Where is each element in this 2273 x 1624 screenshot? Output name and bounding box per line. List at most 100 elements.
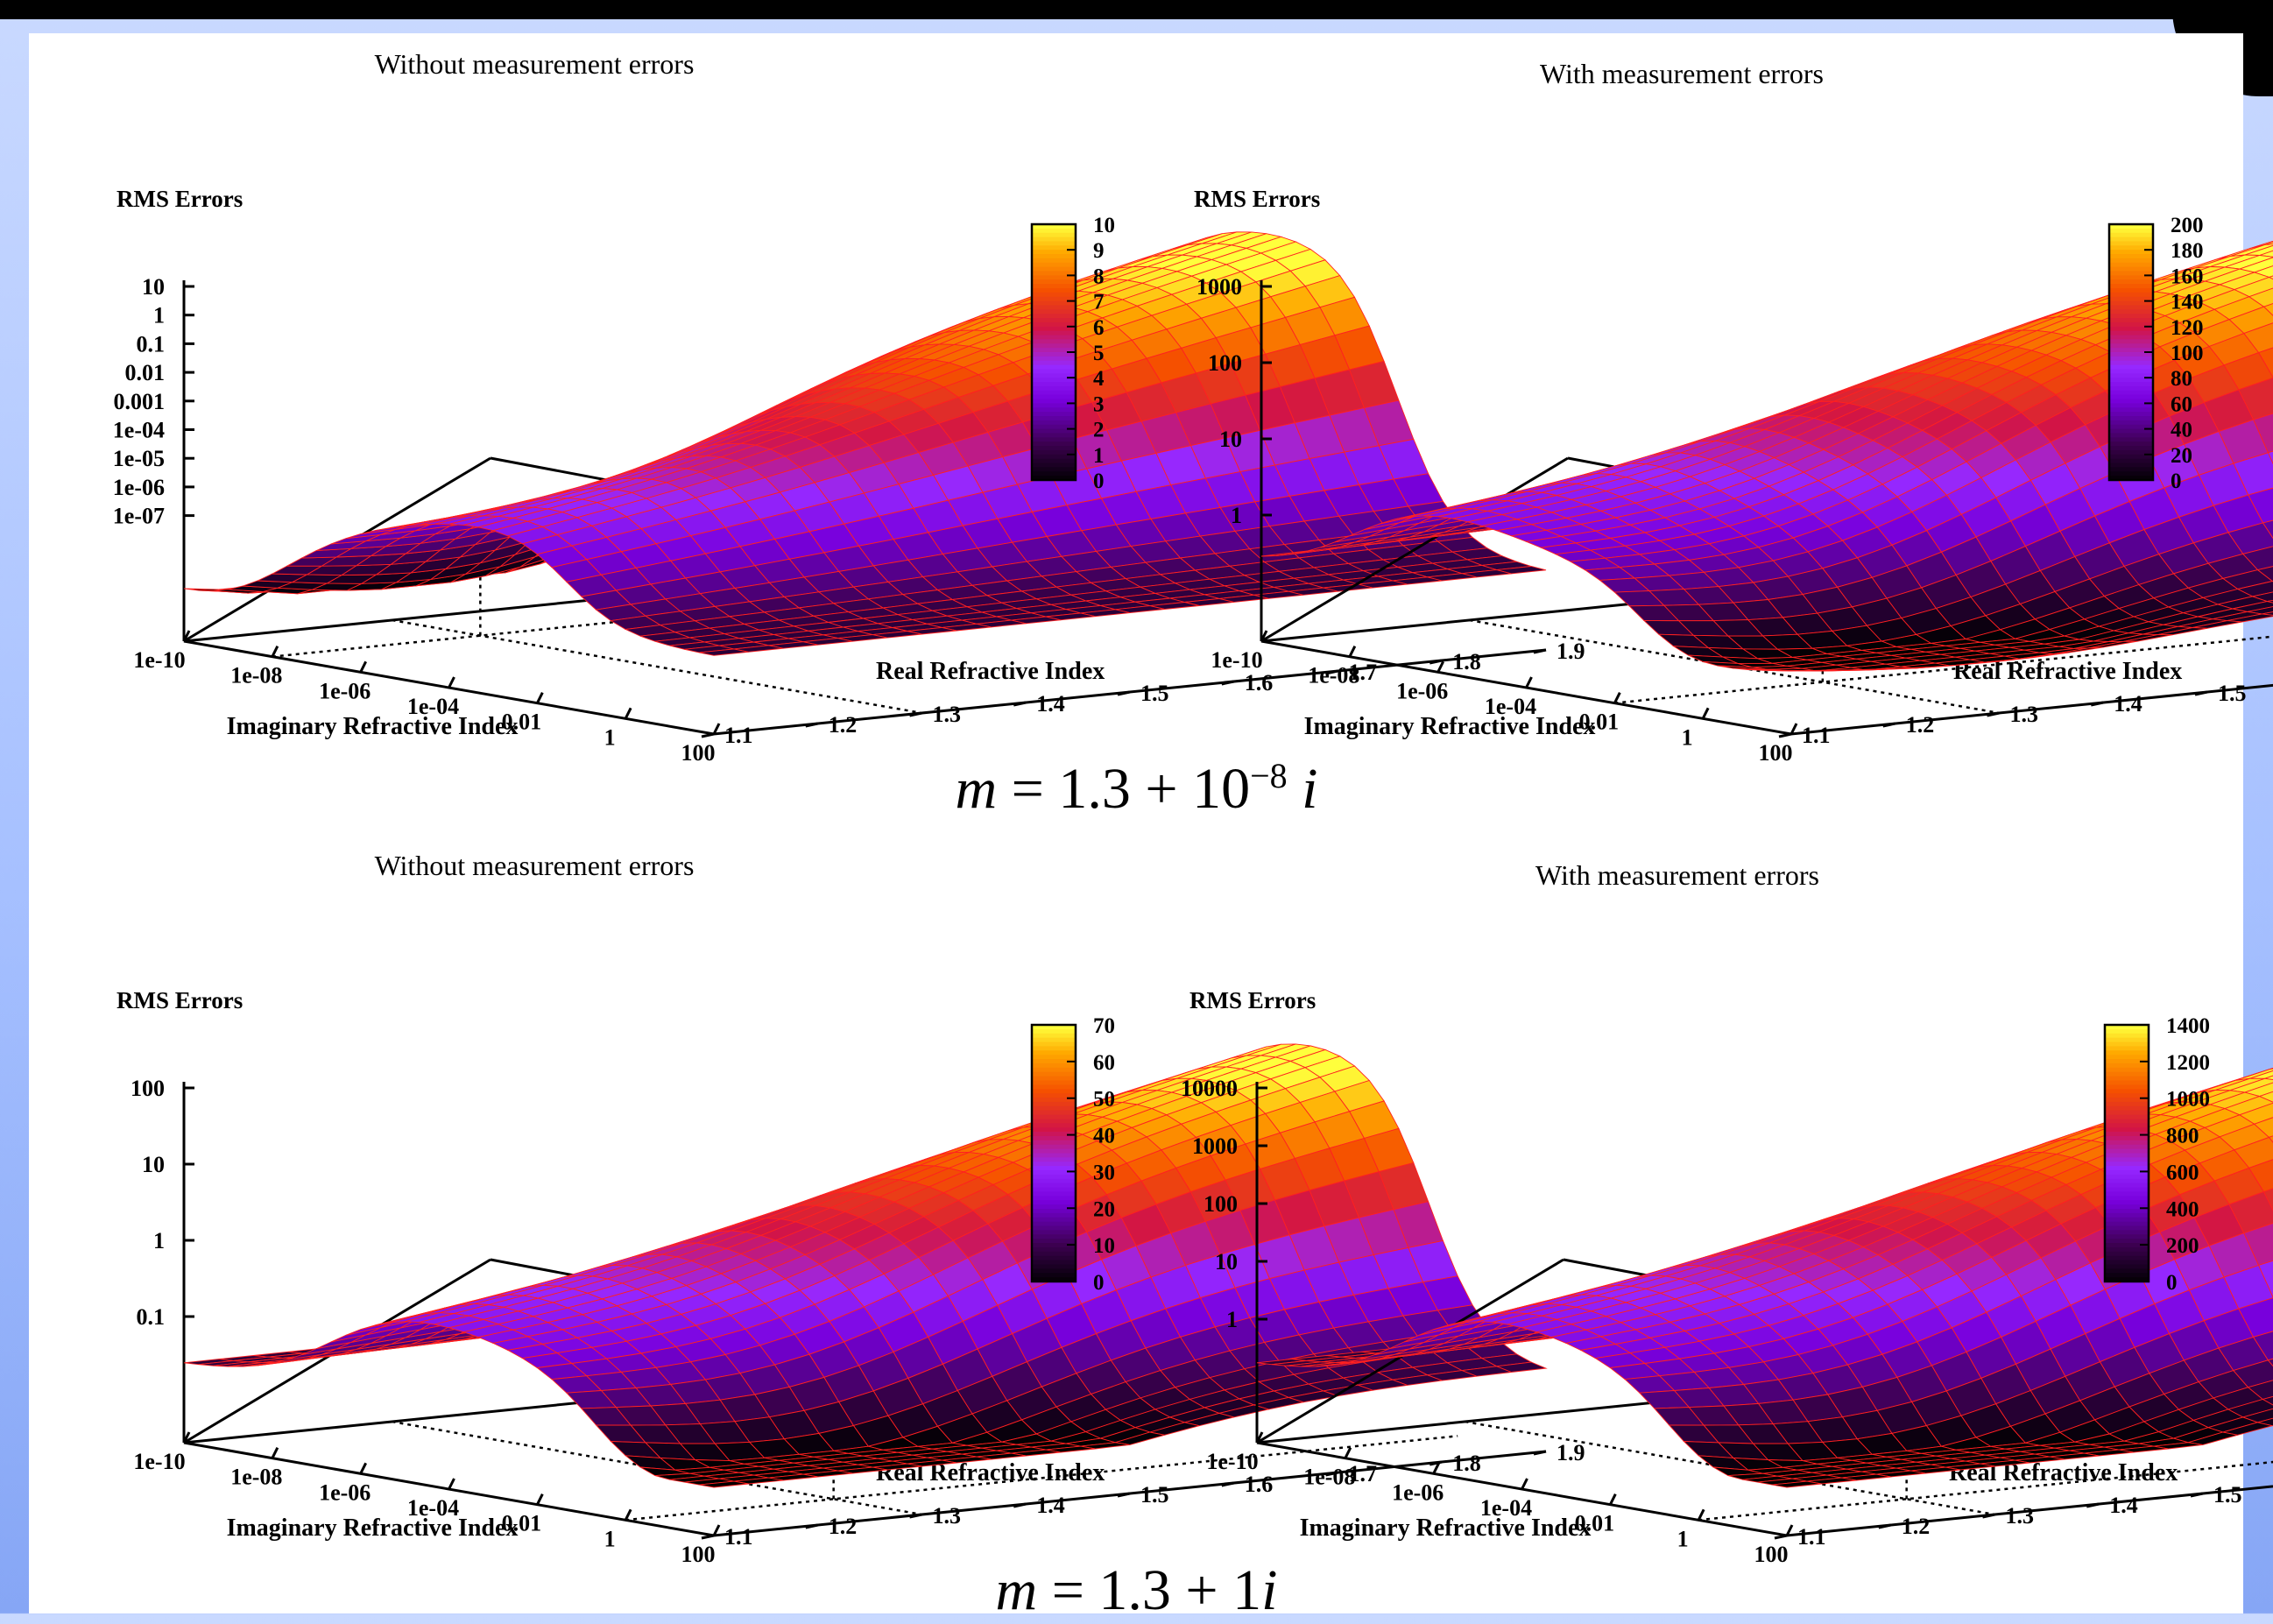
colorbar-segment <box>1032 382 1076 386</box>
colorbar-segment <box>2109 382 2153 386</box>
colorbar-segment <box>2109 463 2153 468</box>
colorbar-segment <box>1032 1050 1076 1055</box>
colorbar-segment <box>2105 1239 2149 1243</box>
colorbar-segment <box>1032 412 1076 416</box>
colorbar-segment <box>1032 441 1076 446</box>
colorbar-segment <box>1032 1072 1076 1077</box>
colorbar-segment <box>2105 1063 2149 1068</box>
colorbar-segment <box>2109 258 2153 263</box>
x-tick <box>1610 1494 1615 1505</box>
colorbar-segment <box>1032 471 1076 476</box>
colorbar-segment <box>1032 386 1076 391</box>
colorbar-segment <box>2109 357 2153 361</box>
x-tick-label: 1 <box>604 724 616 750</box>
z-tick-label: 1e-06 <box>113 475 165 500</box>
y-tick-label: 1.8 <box>1452 1451 1481 1476</box>
formula-top-middle: = 1.3 + 10 <box>1012 757 1250 821</box>
colorbar-segment <box>2105 1256 2149 1260</box>
colorbar-segment <box>2109 284 2153 288</box>
colorbar-tick-label: 0 <box>2166 1271 2178 1295</box>
x-tick-label: 1e-06 <box>1392 1479 1444 1505</box>
y-tick-label: 1.3 <box>2006 1503 2035 1529</box>
colorbar-segment <box>1032 420 1076 425</box>
colorbar-segment <box>2109 331 2153 335</box>
colorbar-tick-label: 100 <box>2171 342 2204 365</box>
y-axis-label: Real Refractive Index <box>876 658 1105 685</box>
colorbar-tick-label: 1400 <box>2166 1014 2210 1038</box>
colorbar-segment <box>2105 1077 2149 1081</box>
colorbar-tick-label: 120 <box>2171 316 2204 340</box>
x-tick-label: 1e-08 <box>230 1465 282 1490</box>
colorbar-segment <box>1032 339 1076 343</box>
colorbar-segment <box>2109 420 2153 425</box>
z-axis-label: RMS Errors <box>116 987 243 1013</box>
colorbar-segment <box>2105 1268 2149 1273</box>
colorbar-tick-label: 1000 <box>2166 1088 2210 1112</box>
x-tick-label: 1 <box>1677 1526 1689 1551</box>
colorbar-segment <box>1032 1119 1076 1123</box>
y-tick-label: 1.3 <box>933 702 962 727</box>
x-axis-label: Imaginary Refractive Index <box>1300 1515 1592 1542</box>
colorbar-segment <box>1032 369 1076 373</box>
colorbar-segment <box>1032 1260 1076 1265</box>
colorbar-segment <box>1032 279 1076 284</box>
x-tick <box>449 1479 455 1489</box>
z-tick-label: 100 <box>1208 350 1242 376</box>
x-tick <box>625 708 631 718</box>
x-tick <box>1438 661 1444 672</box>
x-tick-label: 1e-06 <box>319 1479 371 1505</box>
chart-title: Without measurement errors <box>375 48 695 80</box>
colorbar-segment <box>2105 1102 2149 1106</box>
z-tick-label: 1 <box>1226 1307 1238 1332</box>
x-tick <box>1350 646 1355 657</box>
colorbar-tick-label: 180 <box>2171 239 2204 263</box>
colorbar-tick-label: 20 <box>2171 444 2192 468</box>
colorbar-segment <box>2109 391 2153 395</box>
colorbar-segment <box>2105 1123 2149 1127</box>
z-tick-label: 1000 <box>1192 1133 1238 1159</box>
y-tick-label: 1.5 <box>2218 681 2247 706</box>
y-tick-label: 1.2 <box>1906 712 1935 738</box>
colorbar-tick-label: 10 <box>1093 1234 1115 1258</box>
colorbar-segment <box>1032 1239 1076 1243</box>
formula-top: m = 1.3 + 10−8 i <box>0 755 2273 823</box>
colorbar-segment <box>1032 293 1076 297</box>
colorbar-segment <box>1032 1154 1076 1158</box>
x-tick <box>1614 693 1620 703</box>
colorbar-tick-label: 200 <box>2166 1234 2199 1258</box>
colorbar-segment <box>1032 305 1076 309</box>
y-tick-label: 1.1 <box>1802 723 1831 748</box>
z-tick-label: 1e-07 <box>113 504 165 529</box>
colorbar-segment <box>2105 1038 2149 1042</box>
colorbar-tick-label: 1 <box>1093 444 1105 468</box>
colorbar-segment <box>1032 1157 1076 1162</box>
colorbar-segment <box>1032 263 1076 267</box>
colorbar-segment <box>2109 343 2153 348</box>
x-tick-label: 1e-08 <box>1303 1465 1355 1490</box>
y-tick-label: 1.4 <box>2114 691 2142 717</box>
colorbar-segment <box>1032 357 1076 361</box>
y-tick-label: 1.6 <box>1245 1472 1274 1497</box>
colorbar-tick-label: 0 <box>1093 470 1105 493</box>
colorbar-tick-label: 30 <box>1093 1161 1115 1184</box>
colorbar-segment <box>1032 1115 1076 1119</box>
z-tick-label: 10 <box>1215 1249 1238 1274</box>
colorbar-tick-label: 3 <box>1093 392 1105 416</box>
colorbar-segment <box>2109 416 2153 420</box>
x-tick <box>1522 1479 1528 1489</box>
colorbar-segment <box>2105 1247 2149 1252</box>
colorbar-segment <box>2105 1209 2149 1213</box>
colorbar-segment <box>2109 318 2153 322</box>
y-tick-label: 1.2 <box>829 1514 858 1539</box>
colorbar-segment <box>2105 1252 2149 1256</box>
z-tick-label: 1000 <box>1197 274 1242 300</box>
y-tick-label: 1.1 <box>724 723 753 748</box>
colorbar-segment <box>2105 1162 2149 1166</box>
z-tick-label: 1 <box>1231 503 1242 528</box>
z-tick-label: 0.1 <box>137 331 166 357</box>
x-tick <box>537 693 542 703</box>
formula-bottom-i: i <box>1261 1558 1277 1622</box>
colorbar-segment <box>1032 1196 1076 1200</box>
y-tick-label: 1.4 <box>1036 691 1065 717</box>
